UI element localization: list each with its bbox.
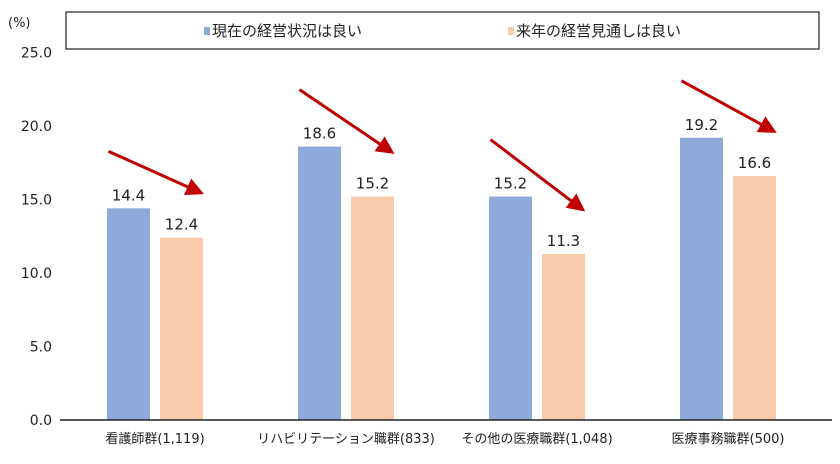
trend-arrow (107, 149, 204, 196)
trend-arrow (298, 88, 395, 154)
bar-next-year (351, 196, 394, 420)
trend-arrow (680, 79, 777, 133)
y-tick-label: 15.0 (21, 193, 52, 209)
bar-next-year (733, 175, 776, 420)
x-category-label: 医療事務職群(500) (672, 432, 785, 447)
y-tick-label: 20.0 (21, 119, 52, 135)
data-label: 18.6 (303, 125, 336, 143)
legend-swatch-next-year (508, 27, 514, 35)
bar-current (680, 137, 723, 420)
legend-swatch-current (204, 27, 210, 35)
bar-current (489, 196, 532, 420)
legend-label-current: 現在の経営状況は良い (212, 22, 362, 40)
x-category-label: リハビリテーション職群(833) (257, 432, 435, 447)
x-category-label: その他の医療職群(1,048) (461, 432, 612, 447)
bar-current (107, 208, 150, 420)
data-label: 16.6 (738, 154, 771, 172)
x-category-label: 看護師群(1,119) (105, 431, 204, 447)
bar-current (298, 146, 341, 420)
trend-arrow (489, 138, 586, 212)
data-label: 19.2 (685, 116, 718, 134)
y-tick-label: 0.0 (30, 413, 52, 429)
data-label: 12.4 (165, 216, 198, 234)
y-axis-unit-label: (%) (8, 16, 31, 31)
y-tick-label: 25.0 (21, 46, 52, 62)
bar-next-year (542, 253, 585, 420)
legend-label-next-year: 来年の経営見通しは良い (516, 22, 681, 40)
bar-next-year (160, 237, 203, 420)
y-tick-label: 5.0 (30, 340, 52, 356)
data-label: 15.2 (356, 175, 389, 193)
data-label: 15.2 (494, 175, 527, 193)
data-label: 14.4 (112, 186, 145, 204)
legend: 現在の経営状況は良い 来年の経営見通しは良い (65, 11, 820, 50)
legend-box (65, 11, 820, 50)
y-tick-label: 10.0 (21, 266, 52, 282)
data-label: 11.3 (547, 232, 580, 250)
